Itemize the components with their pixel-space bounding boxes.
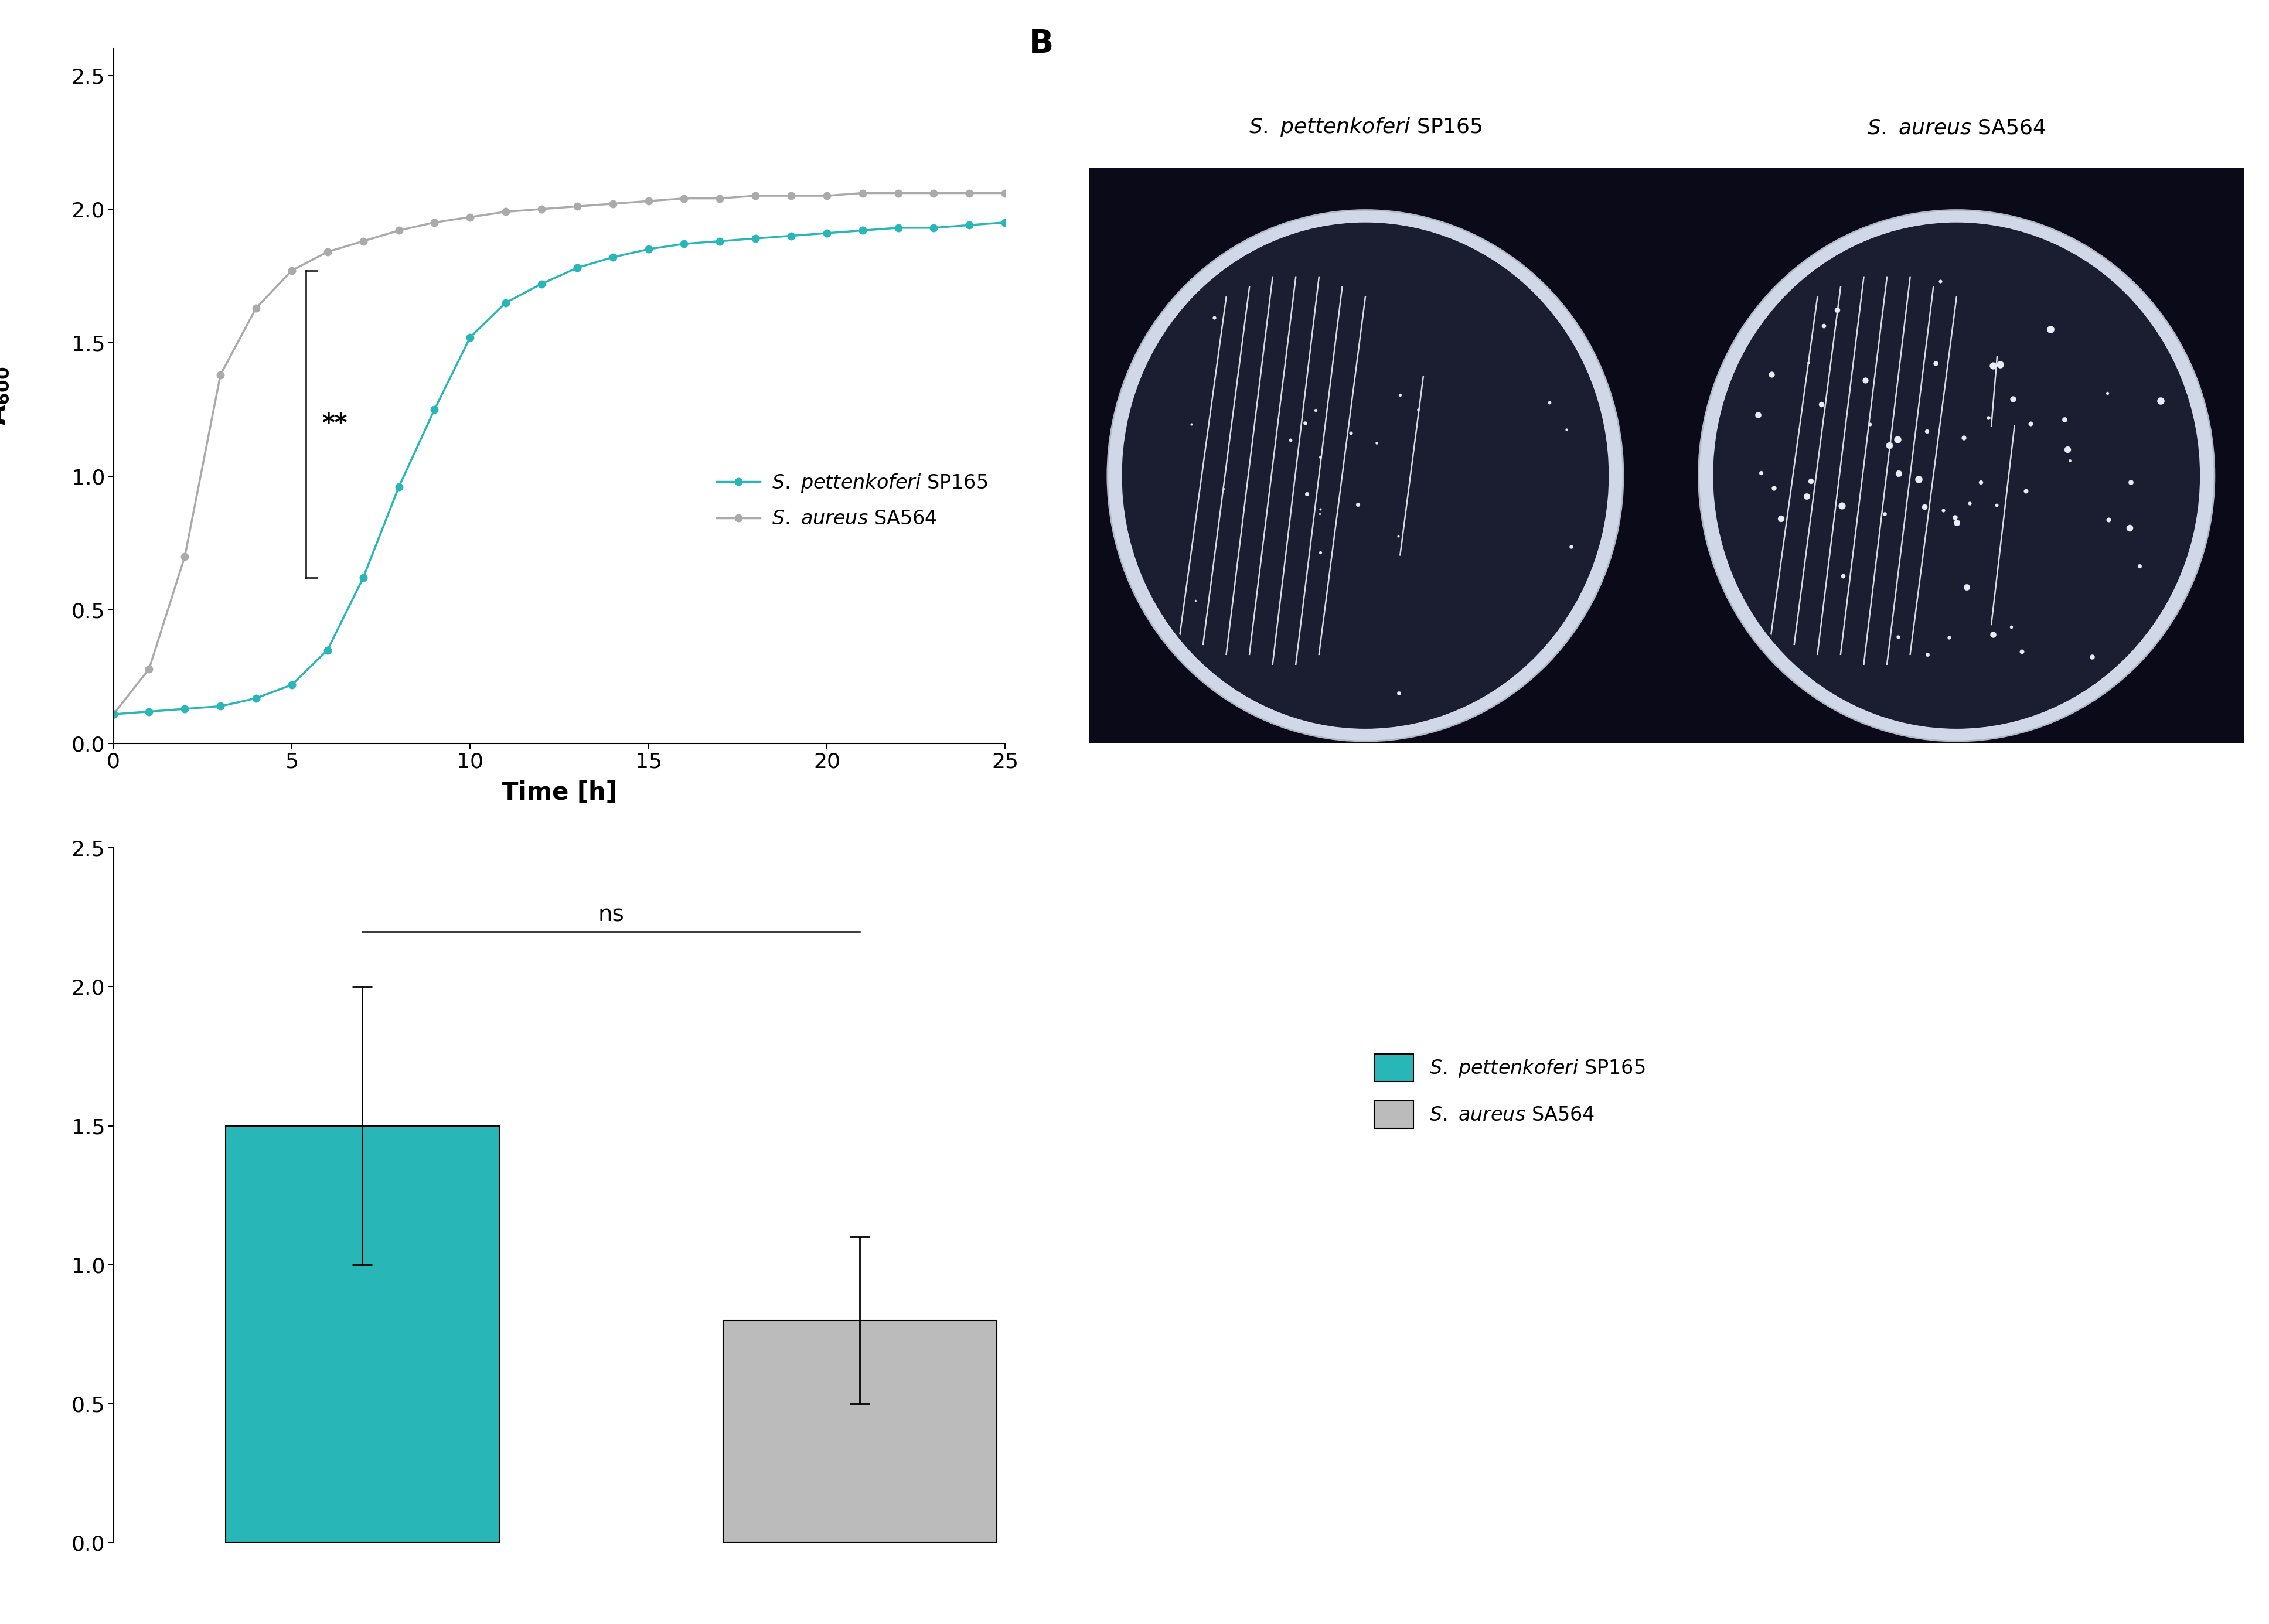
Bar <box>225 1125 499 1543</box>
Legend: $\it{S.\ pettenkoferi}$ SP165, $\it{S.\ aureus}$ SA564: $\it{S.\ pettenkoferi}$ SP165, $\it{S.\ … <box>710 464 996 536</box>
Legend: $\it{S.\ pettenkoferi}$ SP165, $\it{S.\ aureus}$ SA564: $\it{S.\ pettenkoferi}$ SP165, $\it{S.\ … <box>1366 1046 1652 1137</box>
Bar <box>724 1320 996 1543</box>
Ellipse shape <box>1121 222 1609 729</box>
Text: $\mathbf{A_{600}}$: $\mathbf{A_{600}}$ <box>0 367 11 425</box>
X-axis label: Time [h]: Time [h] <box>501 780 617 806</box>
Text: $\it{S.\ pettenkoferi}$ SP165: $\it{S.\ pettenkoferi}$ SP165 <box>1248 115 1482 138</box>
Ellipse shape <box>1713 222 2201 729</box>
FancyBboxPatch shape <box>1089 167 2244 744</box>
Text: **: ** <box>322 412 347 437</box>
Text: B: B <box>1030 28 1053 60</box>
Ellipse shape <box>1107 209 1622 741</box>
Ellipse shape <box>1699 209 2215 741</box>
Text: ns: ns <box>599 903 624 926</box>
Text: $\it{S.\ aureus}$ SA564: $\it{S.\ aureus}$ SA564 <box>1867 119 2047 138</box>
